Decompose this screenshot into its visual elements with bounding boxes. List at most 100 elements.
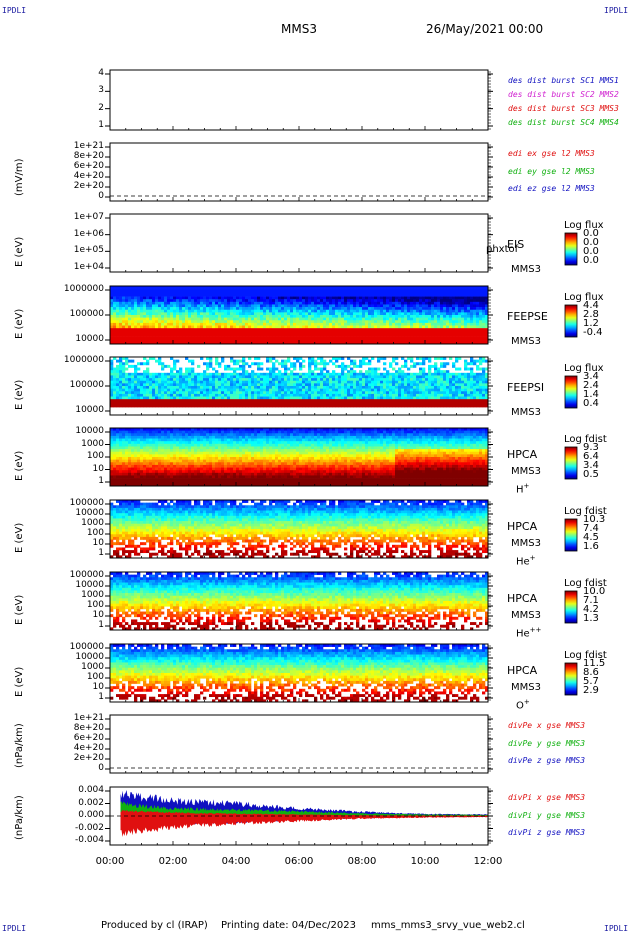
colorbar-value: 6.4	[583, 451, 599, 462]
ytick-label: 10	[92, 682, 104, 692]
ytick-label: 10	[92, 463, 104, 474]
xtick-label: 08:00	[347, 856, 377, 867]
ytick-label: 100	[86, 528, 104, 538]
ytick-label: 10	[92, 610, 104, 620]
ytick-label: -0.002	[74, 822, 104, 833]
colorbar-title: Log fdist	[564, 506, 607, 517]
ytick-label: 10000	[75, 405, 104, 415]
colorbar	[564, 446, 578, 480]
legend-entry: edi ex gse l2 MMS3	[508, 149, 595, 158]
colorbar-value: 1.2	[583, 318, 599, 329]
colorbar-value: 7.1	[583, 595, 599, 606]
species-label: O+	[516, 698, 530, 711]
spacecraft-label: MMS3	[511, 407, 541, 418]
colorbar-value: 8.6	[583, 667, 599, 678]
species-name: H	[516, 484, 524, 496]
panel-hpca_he	[105, 499, 493, 559]
colorbar-value: 2.8	[583, 309, 599, 320]
ytick-label: 0.002	[78, 797, 104, 808]
ytick-label: 10000	[75, 508, 104, 518]
ytick-label: 1e+21	[73, 713, 104, 723]
corner-label-tr: IPDLI	[604, 6, 629, 15]
panel-divpe	[105, 714, 493, 774]
series-band-2	[120, 809, 488, 837]
panel-sc	[105, 69, 493, 131]
colorbar-value: 10.0	[583, 586, 606, 597]
ytick-label: 10000	[75, 334, 104, 344]
instrument-label: EIS	[507, 238, 525, 251]
colorbar-title: Log flux	[564, 220, 604, 231]
ytick-label: 0	[98, 191, 104, 201]
xtick-label: 00:00	[95, 856, 125, 867]
printing-date: Printing date: 04/Dec/2023	[221, 920, 357, 931]
ytick-label: 100	[86, 451, 104, 461]
colorbar-value: -0.4	[583, 327, 603, 338]
ytick-label: 8e+20	[73, 151, 104, 161]
legend-entry: divPe x gse MMS3	[508, 721, 586, 730]
ytick-label: 1000000	[63, 355, 104, 365]
corner-label-bl: IPDLI	[2, 924, 27, 933]
ytick-label: 1	[98, 120, 104, 130]
ytick-label: 1e+07	[73, 212, 104, 222]
species-name: He	[516, 556, 530, 568]
legend-entry: des dist burst SC2 MMS2	[508, 89, 619, 99]
colorbar-title: Log flux	[564, 363, 604, 374]
colorbar	[564, 518, 578, 552]
species-label: He+	[516, 554, 536, 567]
colorbar-value: 9.3	[583, 442, 599, 453]
legend-entry: edi ey gse l2 MMS3	[508, 166, 595, 176]
colorbar-value: 11.5	[583, 658, 606, 669]
species-name: He	[516, 628, 530, 640]
produced-by: Produced by cl (IRAP)	[101, 920, 208, 931]
ytick-label: 10000	[75, 426, 104, 436]
colorbar-title: Log fdist	[564, 434, 607, 445]
species-charge: +	[523, 482, 530, 490]
colorbar-value: 3.4	[583, 371, 599, 382]
colorbar-value: 0.0	[583, 246, 599, 257]
ytick-label: 1000	[81, 662, 104, 672]
panel-hpca_h	[105, 427, 493, 487]
spacecraft-label: MMS3	[511, 682, 541, 693]
species-label: He++	[516, 626, 541, 639]
ytick-label: 100	[86, 600, 104, 610]
spacecraft-label: MMS3	[511, 610, 541, 621]
colorbar-value: 7.4	[583, 523, 599, 534]
ytick-label: 4e+20	[73, 171, 104, 181]
panel-eis	[105, 213, 493, 273]
ytick-label: 1000	[81, 438, 104, 449]
species-charge: ++	[529, 626, 542, 634]
ytick-label: 8e+20	[73, 723, 104, 733]
ytick-label: 1000	[81, 590, 104, 600]
colorbar-value: 1.3	[583, 613, 599, 624]
colorbar-value: 1.4	[583, 389, 599, 400]
legend-entry: divPe y gse MMS3	[508, 738, 586, 748]
ytick-label: 100000	[69, 309, 104, 319]
colorbar-value: 2.9	[583, 685, 599, 696]
panel-edi	[105, 142, 493, 202]
colorbar-value: 3.4	[583, 460, 599, 471]
legend-entry: divPi y gse MMS3	[508, 810, 586, 820]
file-name: mms_mms3_srvy_vue_web2.cl	[371, 920, 525, 931]
ytick-label: 1e+06	[73, 228, 104, 239]
overlay-label: phxtof	[486, 244, 519, 255]
colorbar-value: 4.2	[583, 604, 599, 615]
colorbar-value: 0.4	[583, 398, 599, 409]
ytick-label: 0.000	[78, 810, 104, 820]
ytick-label: 1	[98, 692, 104, 702]
ytick-label: 6e+20	[73, 161, 104, 171]
legend-entry: des dist burst SC4 MMS4	[508, 117, 619, 127]
legend-entry: des dist burst SC1 MMS1	[508, 76, 619, 85]
ytick-label: 1000000	[63, 284, 104, 294]
species-label: H+	[516, 482, 529, 495]
colorbar	[564, 375, 578, 409]
spacecraft-label: MMS3	[511, 466, 541, 477]
corner-label-br: IPDLI	[604, 924, 629, 933]
panel-hpca_o	[105, 643, 493, 703]
corner-label-tl: IPDLI	[2, 6, 27, 15]
ytick-label: 1	[98, 548, 104, 558]
ytick-label: 100000	[69, 642, 104, 652]
ytick-label: 2e+20	[73, 181, 104, 191]
instrument-label: HPCA	[507, 664, 538, 677]
instrument-label: HPCA	[507, 592, 538, 605]
